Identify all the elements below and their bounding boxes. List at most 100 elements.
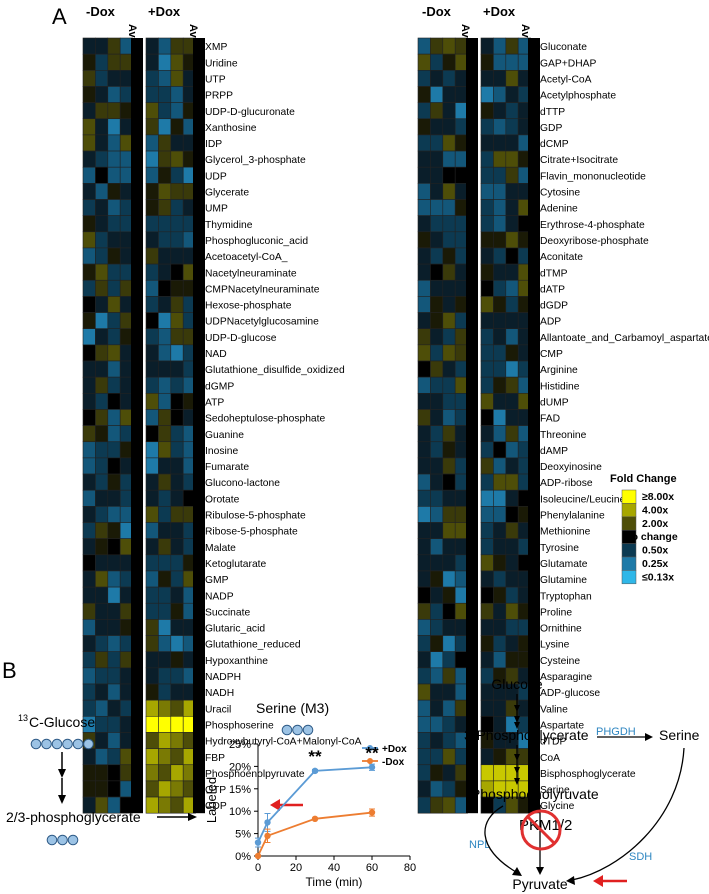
x-tick-label: 40 [328,862,340,874]
heatmap-row-label: Succinate [205,607,250,618]
heatmap-cell [145,506,159,523]
heatmap-row-label: Orotate [205,494,240,505]
heatmap-cell [170,635,184,652]
heatmap-cell [505,215,519,233]
heatmap-row-label: Inosine [205,446,238,457]
heatmap-cell [442,457,456,475]
heatmap-cell [95,231,109,249]
heatmap-cell [107,619,121,636]
heatmap-cell [107,554,121,572]
heatmap-cell [82,522,96,539]
heatmap-cell [158,392,172,410]
heatmap-cell [454,748,468,766]
heatmap-cell [417,166,431,184]
heatmap-cell [107,489,121,507]
heatmap-cell [442,602,456,620]
heatmap-cell [107,53,121,71]
heatmap-cell [454,247,468,265]
heatmap-cell [493,247,507,265]
heatmap-cell [158,699,172,717]
carbon-atom [41,738,52,750]
heatmap-cell [107,570,121,588]
heatmap-cell [82,748,96,766]
heatmap-cell [430,538,444,556]
heatmap-cell [480,376,494,394]
significance-marker: ** [308,747,322,766]
heatmap-cell [145,392,159,410]
heatmap-cell [493,409,507,426]
heatmap-cell [454,263,468,281]
heatmap-row-label: UDP [205,171,227,182]
heatmap-cell [430,473,444,491]
heatmap-cell [107,360,121,378]
heatmap-cell [158,279,172,297]
heatmap-row-label: Ribose-5-phosphate [205,527,298,538]
heatmap-cell [430,619,444,636]
heatmap-row-label: UMP [205,204,228,215]
heatmap-row-label: UDP-D-glucose [205,333,277,344]
heatmap-cell [430,247,444,265]
heatmap-cell [430,134,444,152]
heatmap-cell [505,619,519,636]
heatmap-cell [95,554,109,572]
heatmap-cell [170,570,184,588]
heatmap-cell [417,699,431,717]
heatmap-cell [145,247,159,265]
heatmap-cell [480,441,494,459]
heatmap-cell [119,134,133,152]
heatmap-cell [158,748,172,766]
heatmap-cell [170,376,184,394]
heatmap-cell [454,699,468,717]
carbon-atom [30,738,42,750]
heatmap-left-minus-dox: -Dox [86,4,116,19]
heatmap-row-label: Citrate+Isocitrate [540,155,618,166]
heatmap-cell [480,37,494,55]
heatmap-cell [95,441,109,459]
heatmap-cell [95,37,109,55]
heatmap-cell [442,732,456,749]
heatmap-cell [145,699,159,717]
heatmap-cell [430,199,444,216]
heatmap-cell [119,522,133,539]
heatmap-cell [145,215,159,233]
heatmap-cell [82,344,96,362]
heatmap-cell [480,231,494,249]
heatmap-cell [119,586,133,604]
heatmap-cell [145,732,159,749]
heatmap-cell [145,312,159,329]
data-point [264,819,271,826]
heatmap-cell [170,344,184,362]
heatmap-row-label: FBP [205,753,225,764]
heatmap-cell [170,118,184,136]
heatmap-cell [493,570,507,588]
heatmap-cell [119,715,133,733]
heatmap-cell [119,780,133,798]
heatmap-cell [145,134,159,152]
heatmap-cell [170,183,184,200]
heatmap-cell [145,586,159,604]
heatmap-cell [82,409,96,426]
heatmap-cell [442,667,456,685]
glucose-carbons [30,738,94,750]
heatmap-cell [493,457,507,475]
heatmap-cell [480,70,494,87]
heatmap-cell [417,150,431,168]
heatmap-cell [119,376,133,394]
heatmap-row-label: Acetylphosphate [540,91,616,102]
heatmap-cell [145,457,159,475]
heatmap-cell [107,215,121,233]
heatmap-cell [417,586,431,604]
serine-carbons [281,724,314,736]
heatmap-cell [95,506,109,523]
heatmap-cell [442,183,456,200]
heatmap-cell [82,199,96,216]
glucose-node: Glucose [491,676,543,692]
heatmap-cell [95,538,109,556]
legend-swatch [621,543,637,558]
heatmap-cell [158,796,172,814]
heatmap-cell [417,183,431,200]
heatmap-row-label: Isoleucine/Leucine [540,494,626,505]
heatmap-cell [82,780,96,798]
heatmap-cell [505,522,519,539]
heatmap-row-label: dGMP [205,381,234,392]
